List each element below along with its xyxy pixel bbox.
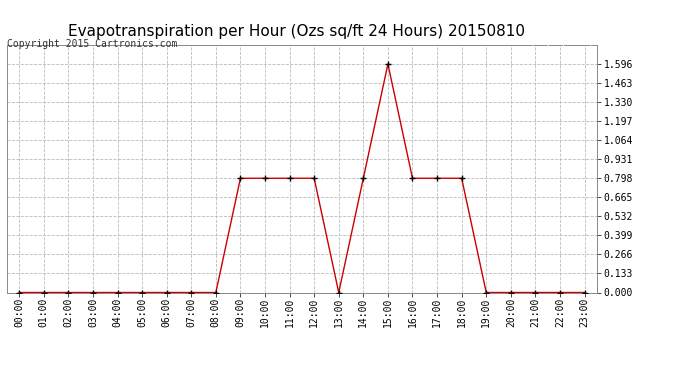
Text: Copyright 2015 Cartronics.com: Copyright 2015 Cartronics.com <box>7 39 177 50</box>
Text: ET  (0z/sq  ft): ET (0z/sq ft) <box>506 37 594 47</box>
Text: Evapotranspiration per Hour (Ozs sq/ft 24 Hours) 20150810: Evapotranspiration per Hour (Ozs sq/ft 2… <box>68 24 525 39</box>
